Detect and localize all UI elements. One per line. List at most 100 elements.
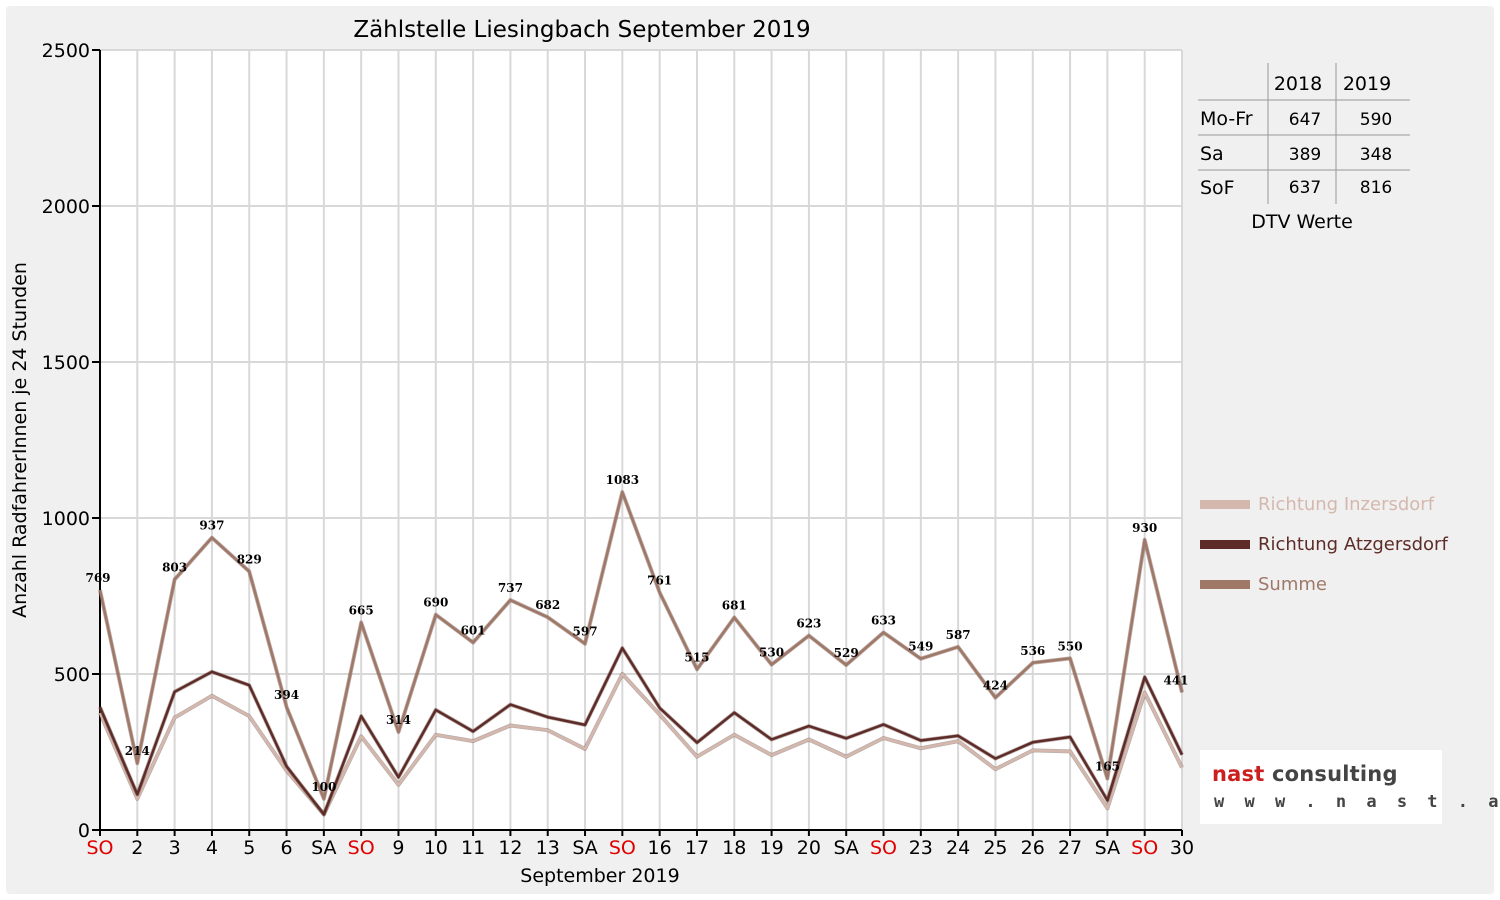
- legend-label-inzersdorf: Richtung Inzersdorf: [1258, 494, 1435, 515]
- data-label: 665: [349, 604, 374, 618]
- data-label: 601: [461, 623, 486, 637]
- x-tick-label: 11: [461, 837, 485, 859]
- x-tick-label: SA: [572, 837, 597, 859]
- x-tick-label: 30: [1170, 837, 1194, 859]
- x-tick-label: 2: [131, 837, 143, 859]
- legend-label-summe: Summe: [1258, 574, 1327, 595]
- data-label: 930: [1132, 521, 1157, 535]
- x-tick-label: 6: [281, 837, 293, 859]
- table-caption: DTV Werte: [1251, 211, 1353, 233]
- series-line-summe: [98, 490, 1184, 801]
- data-label: 214: [125, 744, 150, 758]
- data-labels: 769 214 803 937 829 394 100 665 314 690 601 737 682 5…: [85, 473, 1188, 794]
- x-tick-label: SA: [833, 837, 858, 859]
- data-label: 529: [834, 646, 859, 660]
- table-header-2018: 2018: [1274, 73, 1322, 95]
- x-tick-label: SA: [311, 837, 336, 859]
- data-label: 681: [722, 599, 747, 613]
- y-axis-title: Anzahl RadfahrerInnen je 24 Stunden: [9, 262, 31, 618]
- x-tick-label: SO: [1131, 837, 1158, 859]
- data-label: 550: [1058, 639, 1083, 653]
- series-lines: [98, 490, 1184, 817]
- logo-wordmark: nast consulting: [1212, 762, 1398, 786]
- series-line-richtung-inzersdorf: [98, 672, 1184, 816]
- x-tick-label: SA: [1095, 837, 1120, 859]
- data-label: 769: [85, 571, 110, 585]
- grid: [100, 49, 1183, 830]
- data-label: 682: [535, 598, 560, 612]
- data-label: 829: [237, 552, 262, 566]
- x-tick-label: SO: [348, 837, 375, 859]
- data-label: 424: [983, 679, 1008, 693]
- table-cell: 637: [1289, 178, 1321, 198]
- series-line-richtung-atzgersdorf: [98, 646, 1184, 816]
- data-label: 530: [759, 646, 784, 660]
- x-tick-label: 16: [648, 837, 672, 859]
- table-cell: 389: [1289, 145, 1321, 165]
- data-label: 597: [573, 625, 598, 639]
- plot-area: [100, 50, 1182, 830]
- x-axis-title: September 2019: [520, 865, 679, 887]
- legend-label-atzgersdorf: Richtung Atzgersdorf: [1258, 534, 1448, 555]
- data-label: 549: [908, 640, 933, 654]
- x-tick-label: 9: [392, 837, 404, 859]
- y-tick-label: 2000: [42, 196, 90, 218]
- x-tick-label: 20: [797, 837, 821, 859]
- logo-brand-suffix: consulting: [1264, 762, 1398, 786]
- data-label: 690: [423, 596, 448, 610]
- data-label: 100: [311, 780, 336, 794]
- x-tick-label: 5: [243, 837, 255, 859]
- x-tick-label: 4: [206, 837, 218, 859]
- y-tick-label: 0: [78, 820, 90, 842]
- y-tick-label: 2500: [42, 40, 90, 62]
- x-tick-label: SO: [870, 837, 897, 859]
- table-cell: 647: [1289, 110, 1321, 130]
- x-tick-label: 24: [946, 837, 970, 859]
- x-tick-label: 3: [169, 837, 181, 859]
- chart-title: Zählstelle Liesingbach September 2019: [353, 17, 810, 43]
- legend: Richtung Inzersdorf Richtung Atzgersdorf…: [1200, 494, 1448, 595]
- data-label: 761: [647, 574, 672, 588]
- data-label: 623: [796, 617, 821, 631]
- x-tick-label: 12: [498, 837, 522, 859]
- table-cell: 816: [1360, 178, 1392, 198]
- x-tick-label: 27: [1058, 837, 1082, 859]
- data-label: 394: [274, 688, 299, 702]
- legend-swatch-summe: [1200, 580, 1250, 589]
- data-label: 515: [684, 650, 709, 664]
- x-tick-label: 26: [1021, 837, 1045, 859]
- data-label: 803: [162, 560, 187, 574]
- x-tick-label: SO: [86, 837, 113, 859]
- data-label: 1083: [606, 473, 639, 487]
- x-tick-label: SO: [609, 837, 636, 859]
- table-row-label: Sa: [1200, 143, 1224, 165]
- data-label: 536: [1020, 644, 1045, 658]
- data-label: 314: [386, 713, 411, 727]
- y-tick-label: 1000: [42, 508, 90, 530]
- x-tick-label: 17: [685, 837, 709, 859]
- data-label: 441: [1163, 673, 1188, 687]
- data-label: 937: [199, 519, 224, 533]
- nast-consulting-logo: nast consulting w w w . n a s t . a t: [1200, 750, 1500, 824]
- x-tick-label: 10: [424, 837, 448, 859]
- legend-swatch-atzgersdorf: [1200, 540, 1250, 549]
- x-tick-label: 13: [536, 837, 560, 859]
- y-tick-label: 500: [54, 664, 90, 686]
- table-cell: 348: [1360, 145, 1392, 165]
- logo-url: w w w . n a s t . a t: [1214, 792, 1500, 812]
- dtv-table: 2018 2019 Mo-Fr 647 590 Sa 389 348 SoF 6…: [1198, 63, 1410, 233]
- x-tick-label: 23: [909, 837, 933, 859]
- data-label: 633: [871, 614, 896, 628]
- logo-brand: nast: [1212, 762, 1265, 786]
- table-cell: 590: [1360, 110, 1392, 130]
- y-tick-label: 1500: [42, 352, 90, 374]
- data-label: 737: [498, 581, 523, 595]
- table-header-2019: 2019: [1343, 73, 1391, 95]
- x-tick-label: 25: [983, 837, 1007, 859]
- table-row-label: SoF: [1200, 177, 1235, 199]
- legend-swatch-inzersdorf: [1200, 500, 1250, 509]
- x-tick-label: 19: [759, 837, 783, 859]
- table-row-label: Mo-Fr: [1200, 108, 1253, 130]
